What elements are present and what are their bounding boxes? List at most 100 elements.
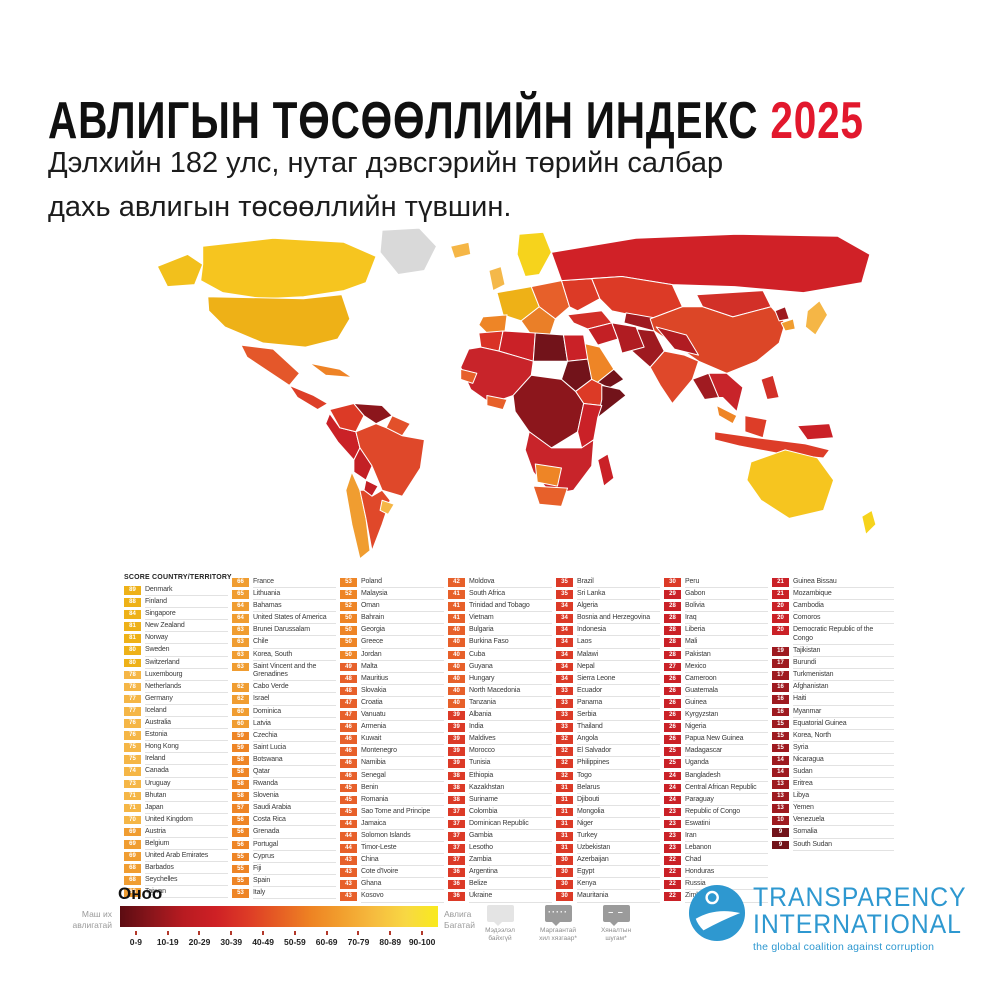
map-region-colombia bbox=[329, 403, 365, 433]
legend-right-line1: Авлига bbox=[444, 909, 472, 919]
country-name: Slovakia bbox=[361, 687, 444, 697]
map-region-india bbox=[649, 350, 700, 405]
score-chip: 80 bbox=[124, 646, 141, 656]
table-row: 31 Uzbekistan bbox=[556, 844, 660, 855]
country-name: Mauritius bbox=[361, 675, 444, 685]
score-chip: 42 bbox=[448, 578, 465, 587]
country-name: Netherlands bbox=[145, 683, 228, 693]
legend-tick-label: 50-59 bbox=[279, 931, 311, 947]
table-row: 24 Paraguay bbox=[664, 795, 768, 806]
score-chip: 50 bbox=[340, 650, 357, 660]
country-name: Italy bbox=[253, 889, 336, 900]
table-row: 36 Belize bbox=[448, 880, 552, 891]
score-chip: 35 bbox=[556, 578, 573, 587]
score-chip: 39 bbox=[448, 747, 465, 756]
score-chip: 26 bbox=[664, 711, 681, 720]
table-row: 30 Mauritania bbox=[556, 892, 660, 903]
country-name: Kuwait bbox=[361, 735, 444, 746]
table-column: 30 Peru 29 Gabon 28 Bolivia 28 Iraq 28 Liberia 28 M… bbox=[664, 574, 768, 905]
country-name: Sierra Leone bbox=[577, 675, 660, 685]
table-row: 21 Mozambique bbox=[772, 590, 894, 601]
country-name: Grenada bbox=[253, 828, 336, 839]
country-name: Nepal bbox=[577, 663, 660, 673]
country-name: Ukraine bbox=[469, 892, 552, 903]
map-region-usa bbox=[207, 294, 351, 348]
score-chip: 71 bbox=[124, 803, 141, 813]
score-chip: 28 bbox=[664, 626, 681, 635]
country-name: Laos bbox=[577, 638, 660, 649]
map-region-egypt bbox=[562, 334, 589, 362]
legend-tick-label: 10-19 bbox=[152, 931, 184, 947]
score-chip: 32 bbox=[556, 771, 573, 781]
table-row: 53 Poland bbox=[340, 578, 444, 589]
legend-extra-box bbox=[486, 905, 514, 926]
score-chip: 78 bbox=[124, 670, 141, 680]
table-row: 78 Netherlands bbox=[124, 682, 228, 693]
legend-left-label: Маш их авлигатай bbox=[46, 909, 112, 931]
score-chip: 22 bbox=[664, 856, 681, 865]
table-row: 32 Angola bbox=[556, 735, 660, 746]
score-chip: 30 bbox=[556, 868, 573, 877]
country-name: Ethiopia bbox=[469, 772, 552, 782]
table-row: 34 Nepal bbox=[556, 662, 660, 673]
table-row: 57 Saudi Arabia bbox=[232, 804, 336, 815]
table-row: 31 Belarus bbox=[556, 783, 660, 794]
title-main: АВЛИГЫН ТӨСӨӨЛЛИЙН ИНДЕКС bbox=[48, 91, 759, 150]
table-row: 28 Mali bbox=[664, 638, 768, 649]
score-chip: 35 bbox=[556, 590, 573, 599]
score-chip: 50 bbox=[340, 638, 357, 648]
table-row: 41 South Africa bbox=[448, 590, 552, 601]
table-row: 37 Lesotho bbox=[448, 844, 552, 855]
score-chip: 39 bbox=[448, 735, 465, 744]
table-row: 16 Myanmar bbox=[772, 707, 894, 718]
legend-left-line1: Маш их bbox=[81, 909, 112, 919]
country-name: Qatar bbox=[253, 768, 336, 779]
table-row: 56 Costa Rica bbox=[232, 816, 336, 827]
table-row: 31 Niger bbox=[556, 819, 660, 830]
country-name: Vanuatu bbox=[361, 711, 444, 722]
table-row: 81 Norway bbox=[124, 634, 228, 645]
map-region-botswana_namibia bbox=[534, 463, 562, 487]
table-row: 73 Uruguay bbox=[124, 779, 228, 790]
score-chip: 68 bbox=[124, 876, 141, 885]
table-row: 40 Burkina Faso bbox=[448, 638, 552, 649]
table-row: 60 Dominica bbox=[232, 707, 336, 718]
country-name: South Africa bbox=[469, 590, 552, 601]
table-row: 71 Bhutan bbox=[124, 791, 228, 802]
table-row: 16 Haiti bbox=[772, 695, 894, 706]
table-row: 50 Jordan bbox=[340, 650, 444, 661]
table-row: 26 Guinea bbox=[664, 698, 768, 710]
table-row: 34 Algeria bbox=[556, 602, 660, 613]
country-name: Maldives bbox=[469, 735, 552, 746]
score-chip: 45 bbox=[340, 795, 357, 805]
table-row: 76 Estonia bbox=[124, 731, 228, 742]
score-chip: 31 bbox=[556, 795, 573, 805]
score-chip: 21 bbox=[772, 590, 789, 599]
table-row: 39 Tunisia bbox=[448, 759, 552, 770]
score-chip: 55 bbox=[232, 864, 249, 874]
table-row: 63 Korea, South bbox=[232, 650, 336, 661]
score-chip: 24 bbox=[664, 795, 681, 805]
table-row: 58 Slovenia bbox=[232, 792, 336, 803]
score-chip: 41 bbox=[448, 590, 465, 599]
table-row: 46 Armenia bbox=[340, 723, 444, 734]
score-chip: 40 bbox=[448, 638, 465, 648]
country-name: Saint Lucia bbox=[253, 744, 336, 754]
score-chip: 58 bbox=[232, 768, 249, 777]
country-name: Brunei Darussalam bbox=[253, 626, 336, 637]
country-name: Guyana bbox=[469, 663, 552, 673]
score-chip: 26 bbox=[664, 698, 681, 708]
table-row: 84 Singapore bbox=[124, 610, 228, 621]
table-row: 28 Bolivia bbox=[664, 602, 768, 613]
country-name: Eswatini bbox=[685, 820, 768, 830]
table-row: 46 Namibia bbox=[340, 759, 444, 770]
country-name: Indonesia bbox=[577, 626, 660, 637]
page-title: АВЛИГЫН ТӨСӨӨЛЛИЙН ИНДЕКС 2025 bbox=[48, 91, 864, 151]
score-chip: 38 bbox=[448, 795, 465, 805]
subtitle: Дэлхийн 182 улс, нутаг дэвсгэрийн төрийн… bbox=[48, 142, 723, 229]
score-chip: 23 bbox=[664, 819, 681, 829]
country-name: Lesotho bbox=[469, 844, 552, 855]
country-name: Belgium bbox=[145, 840, 228, 851]
country-name: Sao Tome and Principe bbox=[361, 808, 444, 818]
table-row: 69 Belgium bbox=[124, 839, 228, 851]
